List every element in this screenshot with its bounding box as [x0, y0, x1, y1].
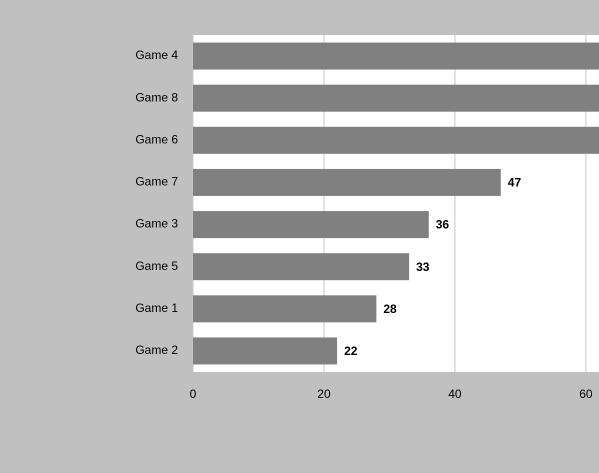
- y-tick-label: Game 5: [135, 259, 178, 273]
- bar: [193, 211, 429, 239]
- bar: [193, 168, 501, 196]
- y-tick-label: Game 3: [135, 217, 178, 231]
- x-tick-label: 60: [579, 387, 593, 401]
- bar: [193, 42, 599, 70]
- y-tick-label: Game 6: [135, 132, 178, 146]
- y-tick-label: Game 7: [135, 175, 178, 189]
- bar: [193, 84, 599, 112]
- x-tick-label: 40: [448, 387, 462, 401]
- y-tick-label: Game 4: [135, 48, 178, 62]
- value-label: 28: [383, 302, 397, 316]
- y-tick-label: Game 1: [135, 301, 178, 315]
- y-tick-label: Game 2: [135, 343, 178, 357]
- bar: [193, 295, 377, 323]
- bar: [193, 126, 599, 154]
- x-tick-label: 0: [190, 387, 197, 401]
- value-label: 47: [508, 176, 522, 190]
- x-tick-label: 20: [317, 387, 331, 401]
- value-label: 22: [344, 344, 358, 358]
- y-tick-label: Game 8: [135, 90, 178, 104]
- value-label: 36: [436, 218, 450, 232]
- bar: [193, 253, 410, 281]
- value-label: 33: [416, 260, 430, 274]
- bar: [193, 337, 338, 365]
